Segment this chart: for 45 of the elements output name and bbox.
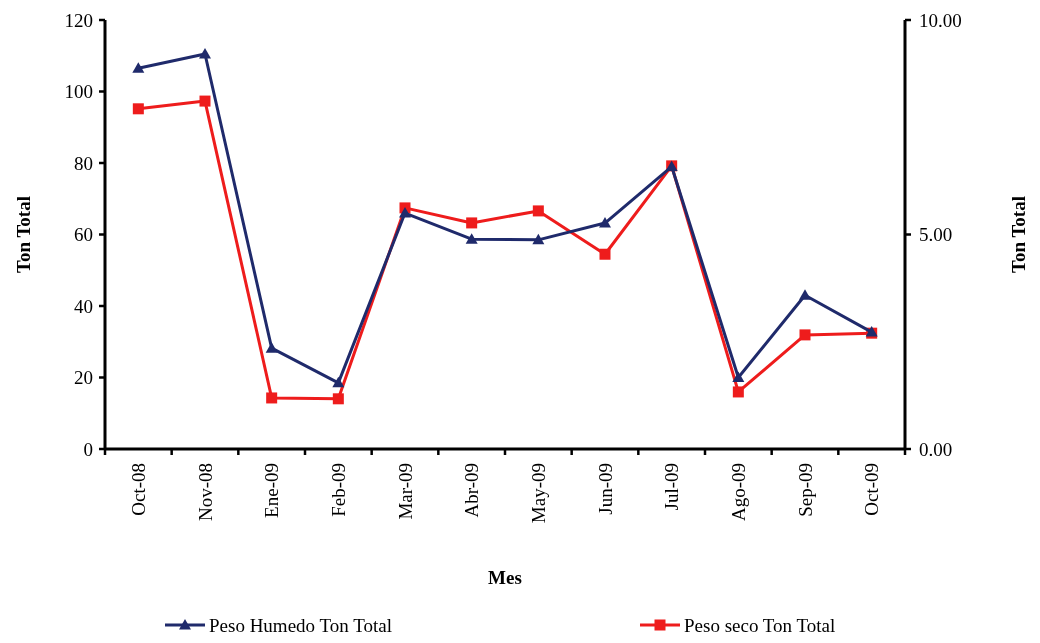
x-tick-label: Mar-09: [394, 463, 416, 520]
x-tick-label: Oct-08: [127, 463, 149, 516]
legend-label: Peso Humedo Ton Total: [209, 614, 392, 636]
x-tick-label: Nov-08: [194, 463, 216, 522]
point: [332, 393, 344, 405]
point: [599, 248, 611, 260]
y-tick-label: 20: [74, 367, 93, 389]
point: [399, 207, 411, 218]
y2-tick-label: 10.00: [919, 9, 962, 31]
point: [532, 233, 545, 245]
y-axis-title: Ton Total: [13, 196, 34, 273]
x-axis-title: Mes: [488, 567, 522, 588]
point: [466, 217, 478, 229]
point: [799, 329, 811, 341]
x-tick-label: Jun-09: [594, 463, 616, 515]
point: [132, 62, 145, 73]
y-tick-label: 40: [74, 295, 93, 317]
point: [132, 103, 144, 115]
point: [532, 205, 544, 217]
point: [732, 371, 745, 382]
x-tick-label: Abr-09: [461, 463, 483, 518]
point: [265, 342, 278, 353]
x-tick-label: Sep-09: [794, 463, 816, 517]
point: [799, 289, 811, 300]
legend-label: Peso seco Ton Total: [684, 614, 836, 636]
point: [266, 392, 278, 404]
x-tick-label: May-09: [527, 463, 549, 524]
x-tick-label: Ene-09: [261, 463, 283, 518]
y2-axis-title: Ton Total: [1008, 196, 1029, 273]
y-tick-label: 60: [74, 224, 93, 246]
point: [599, 217, 611, 228]
x-tick-label: Ago-09: [727, 463, 749, 522]
y-tick-label: 100: [64, 81, 93, 103]
x-tick-label: Jul-09: [661, 463, 683, 511]
y-tick-label: 120: [64, 9, 93, 31]
point: [332, 376, 345, 388]
y2-tick-label: 5.00: [919, 224, 953, 246]
x-tick-label: Oct-09: [861, 463, 883, 516]
y-tick-label: 80: [74, 152, 93, 174]
point: [199, 95, 211, 107]
point: [465, 233, 478, 244]
x-tick-label: Feb-09: [327, 463, 349, 517]
y2-tick-label: 0.00: [919, 438, 953, 460]
y-tick-label: 0: [83, 438, 93, 460]
point: [732, 386, 744, 398]
